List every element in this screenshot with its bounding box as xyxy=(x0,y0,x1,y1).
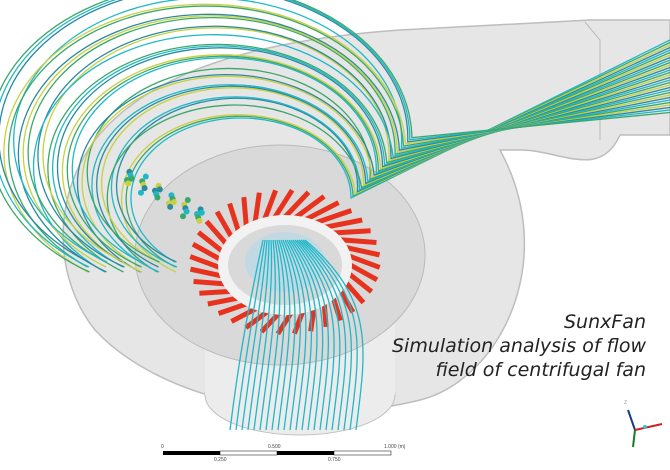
inlet-streamline xyxy=(271,239,286,431)
impeller-blade xyxy=(241,196,249,228)
streamline-marker xyxy=(196,217,203,224)
impeller-blade xyxy=(304,200,340,222)
streamline xyxy=(115,46,670,263)
caption-line1: Simulation analysis of flow xyxy=(391,335,646,357)
streamline xyxy=(3,3,670,273)
inlet-streamline xyxy=(304,239,364,431)
streamline xyxy=(76,66,670,273)
streamline xyxy=(52,45,670,268)
streamline xyxy=(56,47,670,263)
impeller-blade xyxy=(283,190,311,219)
streamline-marker xyxy=(184,196,191,203)
inlet-streamline xyxy=(296,239,341,431)
axis-triad xyxy=(627,409,663,448)
streamlines xyxy=(0,0,670,273)
scale-bar xyxy=(163,450,392,456)
streamline xyxy=(47,43,670,273)
inlet-streamline xyxy=(282,239,302,431)
streamline-marker xyxy=(154,194,161,201)
streamline xyxy=(86,61,670,263)
streamline-marker xyxy=(125,180,132,187)
inlet-streamline xyxy=(292,239,330,431)
streamline-marker xyxy=(156,186,163,193)
inlet-streamline xyxy=(265,239,281,431)
impeller-blade xyxy=(336,237,377,246)
streamline xyxy=(81,64,670,268)
inlet-streamline xyxy=(300,239,352,431)
streamline-marker xyxy=(170,199,177,206)
streamline-marker xyxy=(183,208,190,215)
inlet-streamline xyxy=(298,239,347,431)
scale-label-0: 0 xyxy=(161,444,164,450)
inlet-streamline xyxy=(302,239,358,431)
streamline xyxy=(110,49,670,268)
axis-z-label: Z xyxy=(624,400,628,406)
inlet-streamlines xyxy=(229,239,364,431)
streamline xyxy=(22,15,670,268)
caption: SunxFan Simulation analysis of flow fiel… xyxy=(392,310,646,382)
impeller-blade xyxy=(330,228,371,236)
streamline-marker xyxy=(180,213,186,220)
streamline-marker xyxy=(128,175,135,182)
streamline-marker xyxy=(141,185,148,192)
impeller-blade xyxy=(293,194,326,220)
streamline xyxy=(27,16,670,263)
streamline xyxy=(0,0,670,263)
streamline xyxy=(120,44,670,273)
inlet-streamline xyxy=(280,239,296,431)
streamline xyxy=(0,0,670,273)
scale-label-0250: 0.250 xyxy=(214,457,227,463)
inlet-streamline xyxy=(259,239,276,431)
scale-label-0500: 0.500 xyxy=(268,444,281,450)
streamline xyxy=(42,27,670,263)
impeller-blade xyxy=(204,219,231,249)
inlet-streamline xyxy=(241,239,268,431)
impeller-blade xyxy=(252,192,262,224)
streamline xyxy=(61,54,670,273)
streamline xyxy=(0,0,670,268)
streamline xyxy=(91,59,670,273)
caption-line2: field of centrifugal fan xyxy=(435,359,646,381)
inlet-streamline xyxy=(284,239,307,431)
streamline xyxy=(32,34,670,273)
inlet-streamline xyxy=(277,239,291,431)
streamline-marker xyxy=(167,203,174,210)
impeller-blade xyxy=(314,208,353,226)
streamline xyxy=(130,39,670,263)
streamline xyxy=(17,13,670,273)
inlet-streamline xyxy=(229,239,264,431)
caption-brand: SunxFan xyxy=(563,311,646,333)
inlet-streamline xyxy=(286,239,313,431)
scale-label-1000: 1.000 (m) xyxy=(384,444,406,450)
impeller-blade xyxy=(227,202,242,234)
streamline xyxy=(96,56,670,268)
inlet-streamline xyxy=(294,239,335,431)
streamline xyxy=(106,51,670,273)
inlet-streamline xyxy=(290,239,324,431)
scale-label-0750: 0.750 xyxy=(328,457,341,463)
inlet-streamline xyxy=(288,239,318,431)
inlet-streamline xyxy=(253,239,273,431)
streamline xyxy=(13,0,670,263)
impeller-blade xyxy=(323,217,363,230)
inlet-streamline xyxy=(247,239,270,431)
impeller-blade xyxy=(272,188,295,220)
impeller-blade xyxy=(214,210,236,241)
streamline-marker xyxy=(138,189,144,196)
inlet-streamline xyxy=(235,239,266,431)
streamline-marker xyxy=(142,173,149,180)
streamline xyxy=(71,57,670,263)
streamline xyxy=(66,55,670,268)
streamline xyxy=(125,41,670,268)
streamline xyxy=(101,54,670,263)
streamline xyxy=(37,25,670,268)
streamline-marker xyxy=(198,209,205,216)
streamline xyxy=(7,5,670,268)
impeller-blade xyxy=(262,189,278,221)
